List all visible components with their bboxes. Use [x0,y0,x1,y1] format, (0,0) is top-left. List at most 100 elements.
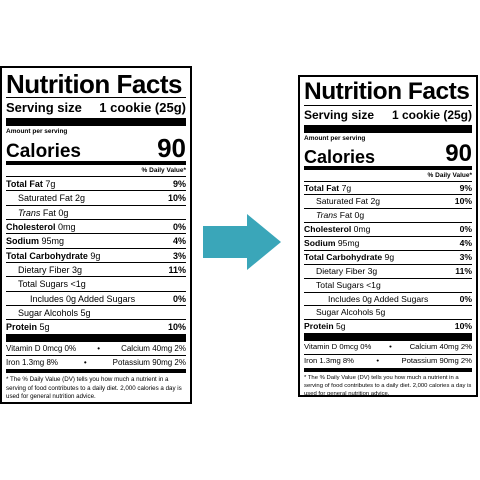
total-fat-amount: 7g [341,182,352,193]
daily-value-header: % Daily Value* [141,167,186,174]
sodium-amount: 95mg [337,238,360,248]
sodium-dv: 4% [172,236,186,247]
total-fat-label: Total Fat [304,182,340,193]
trans-fat-row: Trans Fat 0g [6,204,186,219]
medium-divider [304,367,472,372]
calories-row: Calories 90 [304,139,472,167]
fiber-dv: 11% [455,265,472,276]
potassium: Potassium 90mg 2% [401,355,472,365]
saturated-fat-row: Saturated Fat 2g 10% [6,190,186,204]
nutrition-label-after: Nutrition Facts Serving size 1 cookie (2… [298,75,478,397]
carbohydrate-amount: 9g [384,251,395,262]
vitamin-row-2: Iron 1.3mg 8% • Potassium 90mg 2% [6,356,186,369]
sodium-row: Sodium 95mg 4% [304,236,472,250]
vitamin-d: Vitamin D 0mcg 0% [304,342,372,352]
right-arrow-icon [203,214,281,270]
serving-size-label: Serving size [6,100,82,115]
vitamin-row-2: Iron 1.3mg 8% • Potassium 90mg 2% [304,355,472,368]
label-title: Nutrition Facts [304,78,470,105]
thick-divider [304,124,472,133]
added-sugars-row: Includes 0g Added Sugars 0% [304,291,472,306]
sugar-alcohols-text: Sugar Alcohols 5g [316,307,386,318]
serving-size-row: Serving size 1 cookie (25g) [304,106,472,125]
calcium: Calcium 40mg 2% [409,342,472,352]
thick-divider [304,333,472,342]
cholesterol-amount: 0mg [58,222,76,233]
cholesterol-dv: 0% [172,222,186,233]
added-sugars-row: Includes 0g Added Sugars 0% [6,290,186,305]
protein-dv: 10% [167,322,186,333]
iron: Iron 1.3mg 8% [304,355,354,365]
daily-value-header: % Daily Value* [427,171,472,179]
fiber-row: Dietary Fiber 3g 11% [6,262,186,276]
calories-label: Calories [304,146,376,167]
sodium-dv: 4% [459,238,472,248]
saturated-fat-row: Saturated Fat 2g 10% [304,194,472,208]
calories-value: 90 [157,133,186,163]
sugars-row: Total Sugars <1g [304,277,472,292]
serving-size-row: Serving size 1 cookie (25g) [6,98,186,118]
divider [6,97,186,98]
bullet: • [376,355,380,365]
saturated-fat-text: Saturated Fat 2g [18,193,86,204]
calories-value: 90 [445,139,472,167]
fiber-row: Dietary Fiber 3g 11% [304,263,472,278]
protein-label: Protein [6,322,38,333]
serving-size-label: Serving size [304,107,375,122]
carbohydrate-dv: 3% [459,251,472,262]
total-fat-dv: 9% [459,182,472,193]
sodium-amount: 95mg [41,236,65,247]
amount-per-serving: Amount per serving [6,128,68,135]
bullet: • [389,342,392,352]
footnote: * The % Daily Value (DV) tells you how m… [304,374,472,397]
cholesterol-dv: 0% [459,224,472,235]
protein-dv: 10% [454,321,472,332]
bullet: • [97,343,100,353]
added-sugars-text: Includes 0g Added Sugars [30,293,136,304]
divider [304,104,472,106]
total-fat-amount: 7g [45,179,56,189]
sugar-alcohols-row: Sugar Alcohols 5g [6,305,186,319]
amount-per-serving: Amount per serving [304,134,366,142]
trans-fat-italic: Trans [18,207,41,218]
vitamin-row-1: Vitamin D 0mcg 0% • Calcium 40mg 2% [6,342,186,355]
cholesterol-row: Cholesterol 0mg 0% [6,219,186,233]
nutrition-label-before: Nutrition Facts Serving size 1 cookie (2… [0,66,192,404]
serving-size-value: 1 cookie (25g) [99,100,186,115]
label-title: Nutrition Facts [6,69,182,99]
trans-fat-italic: Trans [316,210,338,221]
sugar-alcohols-text: Sugar Alcohols 5g [18,308,91,319]
cholesterol-row: Cholesterol 0mg 0% [304,222,472,236]
saturated-fat-dv: 10% [454,196,472,207]
serving-size-value: 1 cookie (25g) [391,107,472,122]
added-sugars-text: Includes 0g Added Sugars [328,293,429,304]
protein-row: Protein 5g 10% [6,319,186,333]
protein-label: Protein [304,321,334,332]
total-fat-row: Total Fat 7g 9% [6,176,186,190]
footnote: * The % Daily Value (DV) tells you how m… [6,376,182,400]
fiber-text: Dietary Fiber 3g [18,265,83,276]
sugar-alcohols-row: Sugar Alcohols 5g [304,305,472,319]
vitamin-row-1: Vitamin D 0mcg 0% • Calcium 40mg 2% [304,341,472,354]
carbohydrate-row: Total Carbohydrate 9g 3% [304,249,472,264]
carbohydrate-label: Total Carbohydrate [304,251,383,262]
sodium-row: Sodium 95mg 4% [6,233,186,247]
calories-label: Calories [6,141,81,162]
fiber-text: Dietary Fiber 3g [316,265,378,276]
sugars-text: Total Sugars <1g [18,279,86,290]
saturated-fat-dv: 10% [167,193,186,204]
cholesterol-amount: 0mg [353,224,371,235]
total-fat-dv: 9% [172,179,186,189]
medium-divider [6,369,186,374]
potassium: Potassium 90mg 2% [112,357,186,367]
saturated-fat-text: Saturated Fat 2g [316,196,381,207]
bullet: • [83,357,87,367]
iron: Iron 1.3mg 8% [6,357,59,367]
total-fat-label: Total Fat [6,179,43,189]
vitamin-d: Vitamin D 0mcg 0% [6,343,77,353]
protein-amount: 5g [336,321,346,332]
carbohydrate-label: Total Carbohydrate [6,250,88,261]
calories-row: Calories 90 [6,135,186,161]
medium-divider [304,165,472,170]
thick-divider [6,333,186,342]
